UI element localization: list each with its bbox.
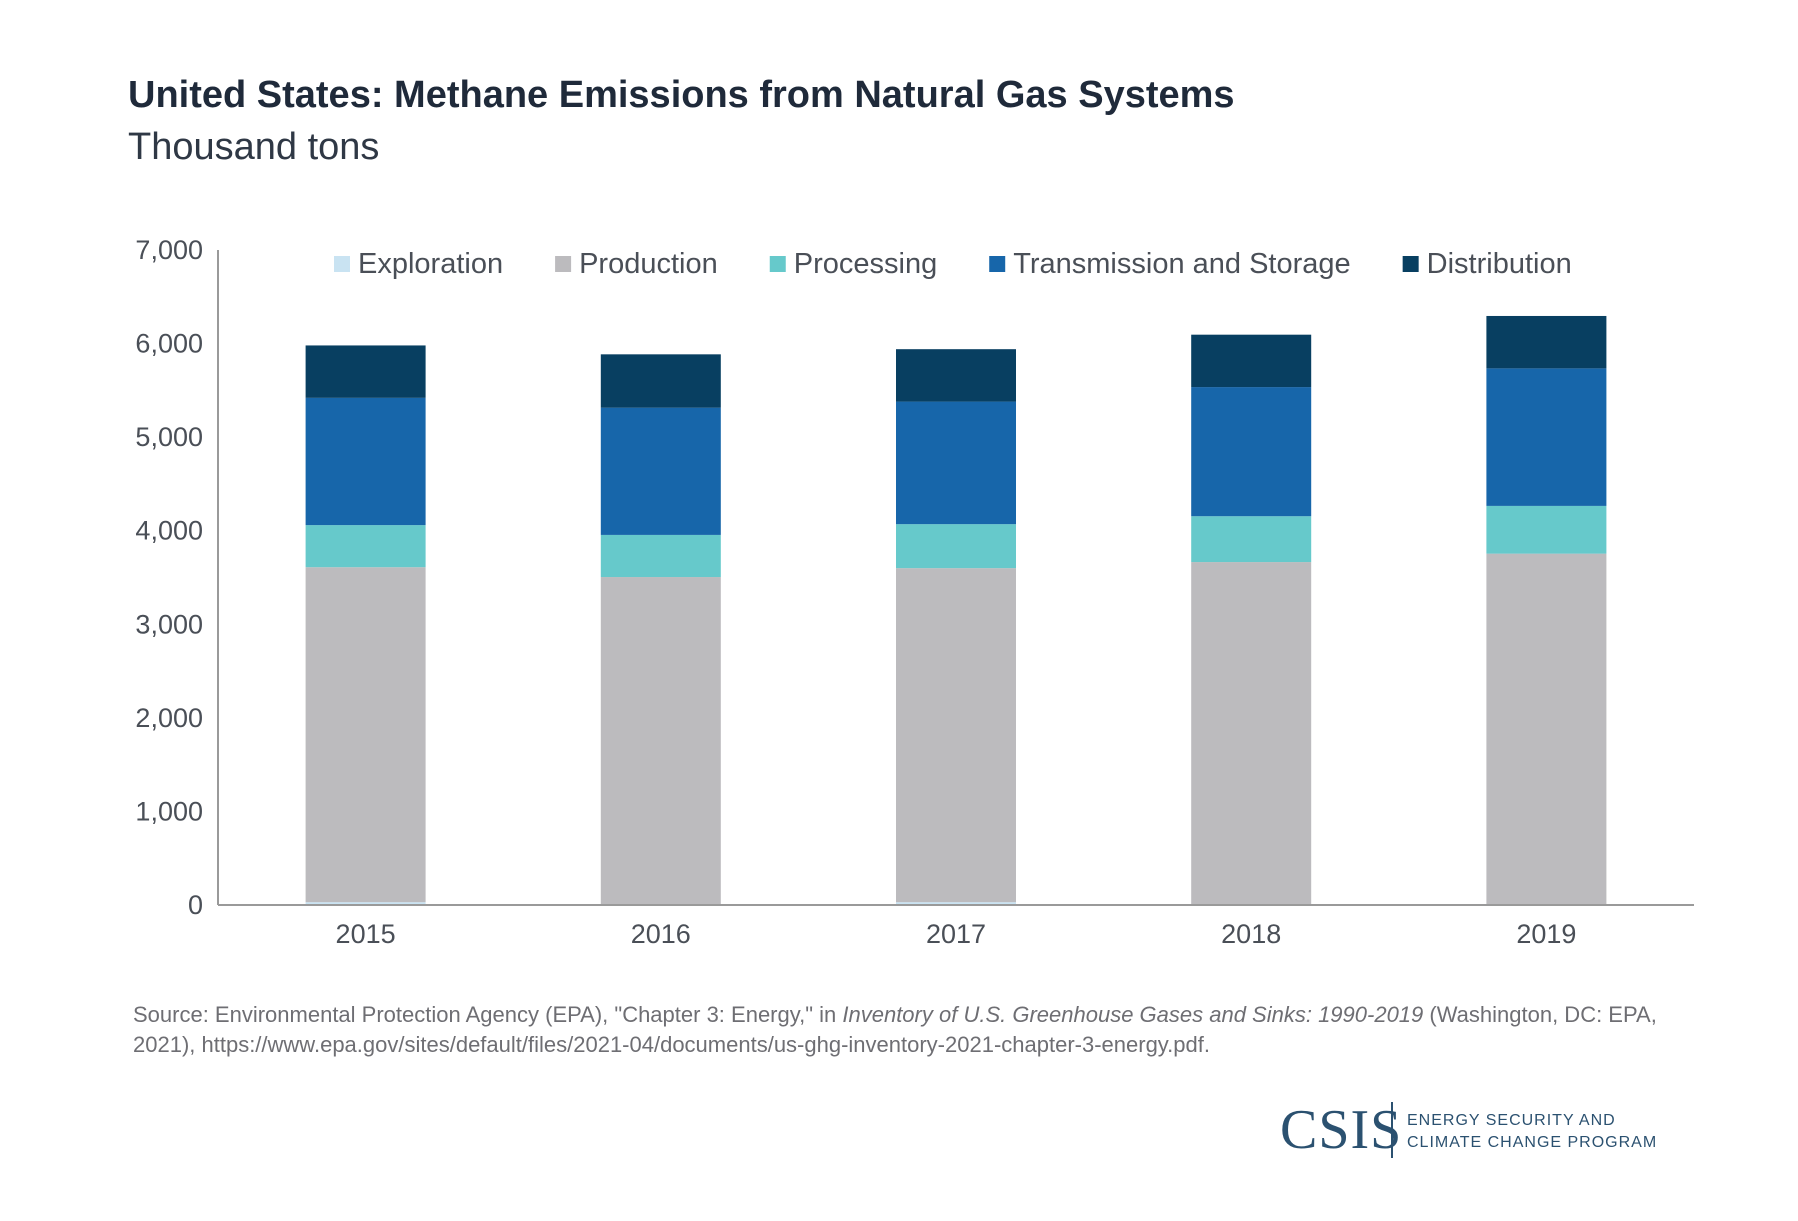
bar-segment-production [1486, 553, 1607, 905]
bar-segment-distribution [1191, 334, 1312, 388]
y-tick-label: 7,000 [135, 235, 203, 265]
bar-segment-processing [305, 525, 426, 568]
legend-label: Exploration [358, 248, 503, 280]
source-note: Source: Environmental Protection Agency … [133, 1000, 1693, 1060]
bar-segment-processing [1191, 516, 1312, 563]
source-suffix: (Washington, DC: EPA, 2021), https://www… [133, 1002, 1657, 1057]
source-prefix: Source: Environmental Protection Agency … [133, 1002, 843, 1027]
legend-label: Processing [794, 248, 937, 280]
y-tick-label: 2,000 [135, 703, 203, 733]
bar-segment-distribution [305, 345, 426, 398]
bar-segment-production [1191, 562, 1312, 905]
y-tick-label: 4,000 [135, 516, 203, 546]
legend-swatch [334, 256, 350, 272]
bar-segment-distribution [896, 349, 1016, 402]
legend-swatch [555, 256, 572, 272]
legend-label: Distribution [1427, 248, 1572, 280]
bar-segment-transmission-and-storage [1486, 368, 1607, 506]
program-name-line-1: ENERGY SECURITY AND [1407, 1112, 1616, 1129]
bar-segment-processing [896, 524, 1016, 569]
y-tick-label: 3,000 [135, 609, 203, 639]
x-tick-label: 2019 [1516, 919, 1576, 949]
bar-segment-transmission-and-storage [305, 397, 426, 526]
csis-wordmark: CSIS [1280, 1099, 1403, 1161]
x-tick-label: 2016 [631, 919, 691, 949]
program-name-line-2: CLIMATE CHANGE PROGRAM [1407, 1134, 1658, 1151]
y-tick-label: 5,000 [135, 422, 203, 452]
bar-series [305, 315, 1607, 905]
program-name: ENERGY SECURITY AND CLIMATE CHANGE PROGR… [1407, 1110, 1657, 1154]
bar-segment-distribution [1486, 315, 1607, 369]
bar-segment-production [896, 568, 1016, 903]
bar-segment-distribution [600, 354, 721, 408]
legend: Exploration Production Processing Transmiss… [334, 248, 1572, 280]
source-publication: Inventory of U.S. Greenhouse Gases and S… [842, 1002, 1424, 1027]
bar-segment-transmission-and-storage [896, 401, 1016, 525]
legend-label: Production [579, 248, 718, 280]
x-axis: 2015 2016 2017 2018 2019 [336, 919, 1577, 949]
y-axis: 0 1,000 2,000 3,000 4,000 5,000 6,000 7,000 [135, 235, 203, 920]
x-tick-label: 2018 [1221, 919, 1281, 949]
bar-segment-processing [1486, 505, 1607, 554]
y-tick-label: 0 [188, 890, 203, 920]
bar-segment-exploration [305, 902, 426, 905]
chart-subtitle: Thousand tons [128, 126, 380, 168]
bar-segment-production [600, 577, 721, 905]
bar-segment-transmission-and-storage [600, 407, 721, 535]
chart-title: United States: Methane Emissions from Na… [128, 74, 1235, 116]
bar-segment-production [305, 567, 426, 903]
bar-segment-transmission-and-storage [1191, 387, 1312, 517]
legend-swatch [769, 256, 786, 272]
bar-segment-processing [600, 534, 721, 578]
x-tick-label: 2017 [926, 919, 986, 949]
y-tick-label: 1,000 [135, 796, 203, 826]
x-tick-label: 2015 [336, 919, 396, 949]
bar-segment-exploration [896, 902, 1016, 905]
legend-label: Transmission and Storage [1013, 248, 1350, 280]
legend-swatch [1402, 256, 1419, 272]
legend-swatch [989, 256, 1006, 272]
stacked-bar-chart: 0 1,000 2,000 3,000 4,000 5,000 6,000 7,000 201… [135, 235, 1694, 949]
logo-divider [1391, 1102, 1393, 1158]
y-tick-label: 6,000 [135, 329, 203, 359]
